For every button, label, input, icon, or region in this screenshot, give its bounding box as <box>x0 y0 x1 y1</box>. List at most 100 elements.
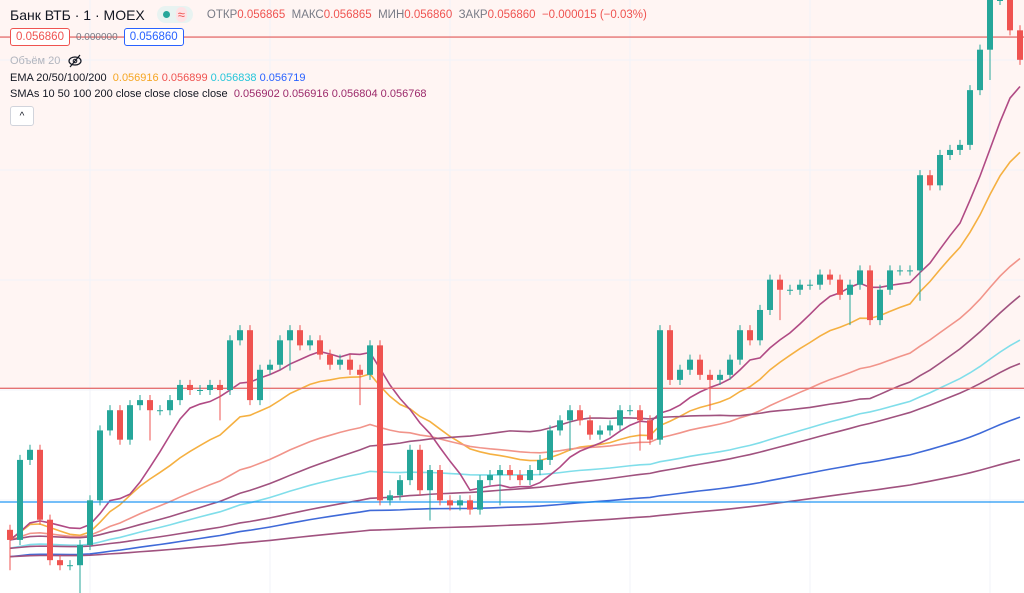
candle-up <box>547 430 553 460</box>
candle-up <box>907 270 913 272</box>
candle-up <box>307 340 313 346</box>
ma-line-5 <box>9 295 1021 541</box>
candle-up <box>177 384 183 401</box>
candle-up <box>537 459 543 471</box>
moving-averages <box>9 85 1021 558</box>
candle-down <box>647 420 653 440</box>
candle-down <box>37 449 43 520</box>
candle-up <box>987 0 993 50</box>
candle-up <box>567 410 573 421</box>
candles <box>7 0 1023 593</box>
candle-down <box>507 470 513 476</box>
candle-up <box>257 369 263 401</box>
candle-down <box>867 270 873 321</box>
highlight-zone <box>0 0 1024 388</box>
candle-up <box>677 369 683 380</box>
sell-price-button[interactable]: 0.056860 <box>10 28 70 46</box>
candle-up <box>277 340 283 365</box>
candle-down <box>47 519 53 561</box>
eye-off-icon[interactable] <box>68 54 82 68</box>
candle-up <box>757 309 763 341</box>
candle-up <box>97 430 103 501</box>
candle-up <box>767 279 773 310</box>
candle-down <box>187 384 193 390</box>
market-open-dot-icon <box>162 11 170 18</box>
candle-up <box>917 175 923 271</box>
candle-down <box>437 470 443 501</box>
candle-up <box>127 405 133 440</box>
candle-down <box>577 410 583 421</box>
candle-up <box>427 470 433 491</box>
candle-down <box>587 420 593 435</box>
candle-up <box>407 449 413 481</box>
candle-down <box>697 359 703 375</box>
candle-up <box>717 374 723 380</box>
candle-down <box>57 560 63 566</box>
candle-up <box>497 470 503 476</box>
candle-down <box>517 475 523 481</box>
candle-up <box>87 500 93 545</box>
candle-up <box>557 420 563 431</box>
candle-up <box>887 270 893 290</box>
candle-up <box>157 410 163 412</box>
candle-down <box>827 274 833 280</box>
candle-up <box>397 480 403 496</box>
sma-indicator[interactable]: SMAs 10 50 100 200 close close close clo… <box>10 88 427 100</box>
buy-price-button[interactable]: 0.056860 <box>123 28 184 46</box>
candle-down <box>1017 30 1023 60</box>
candle-up <box>387 495 393 501</box>
candle-up <box>17 459 23 540</box>
candle-up <box>167 400 173 411</box>
ma-line-0 <box>9 151 1021 541</box>
candle-up <box>807 284 813 286</box>
candle-down <box>327 354 333 365</box>
wave-icon: ≈ <box>175 7 187 22</box>
candle-down <box>637 410 643 421</box>
candle-up <box>367 345 373 375</box>
ma-line-2 <box>9 339 1021 549</box>
ema-indicator[interactable]: EMA 20/50/100/200 0.056916 0.056899 0.05… <box>10 72 306 84</box>
candle-up <box>997 0 1003 1</box>
volume-indicator[interactable]: Объём 20 <box>10 54 647 68</box>
candle-up <box>227 340 233 390</box>
candle-up <box>337 359 343 365</box>
candle-up <box>657 330 663 440</box>
candle-up <box>617 410 623 426</box>
candle-up <box>817 274 823 285</box>
candle-up <box>787 289 793 291</box>
candle-up <box>487 475 493 481</box>
candle-up <box>857 270 863 285</box>
collapse-legend-button[interactable]: ^ <box>10 106 34 126</box>
candle-up <box>897 270 903 272</box>
candle-up <box>267 364 273 370</box>
candle-down <box>467 500 473 510</box>
ma-line-7 <box>9 458 1021 558</box>
candle-up <box>287 330 293 341</box>
candle-down <box>447 500 453 506</box>
symbol-title[interactable]: Банк ВТБ · 1 · MOEX <box>10 6 145 23</box>
candle-up <box>207 384 213 390</box>
candle-down <box>147 400 153 411</box>
candle-up <box>67 565 73 567</box>
candle-down <box>377 345 383 501</box>
ma-line-1 <box>9 257 1021 541</box>
status-pill[interactable]: ≈ <box>156 6 193 23</box>
candle-up <box>687 359 693 370</box>
legend: Банк ВТБ · 1 · MOEX ≈ ОТКР0.056865 МАКС0… <box>10 6 647 126</box>
candle-down <box>317 340 323 355</box>
candle-down <box>417 449 423 491</box>
candle-down <box>777 279 783 290</box>
candle-down <box>927 175 933 186</box>
candle-down <box>837 279 843 295</box>
candle-down <box>347 359 353 370</box>
candle-up <box>877 289 883 321</box>
candle-up <box>137 400 143 406</box>
ma-line-3 <box>9 416 1021 558</box>
candle-down <box>117 410 123 440</box>
candle-down <box>217 384 223 390</box>
candle-down <box>747 330 753 341</box>
candle-up <box>197 389 203 391</box>
candle-down <box>357 369 363 375</box>
candle-down <box>7 529 13 540</box>
